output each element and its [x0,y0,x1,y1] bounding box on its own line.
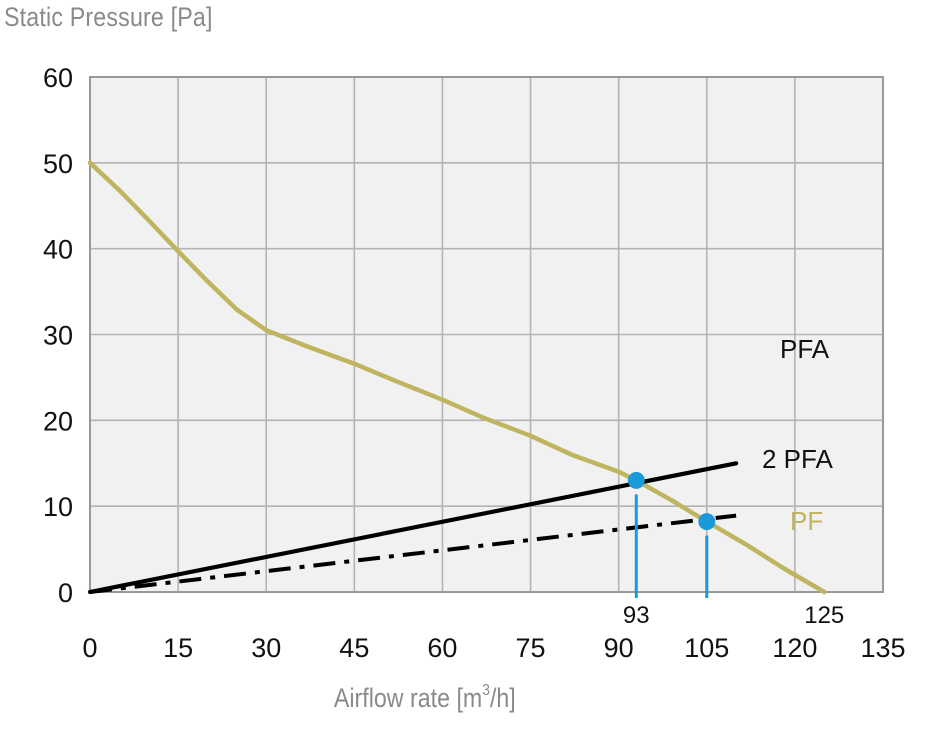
operating-points [627,471,716,531]
x-tick-label-30: 30 [251,633,281,663]
series-group [87,160,827,595]
y-tick-label-20: 20 [43,406,73,436]
series-label-2pfa: 2 PFA [762,444,833,474]
series-line-pf [87,160,827,595]
operating-point-droplines [634,494,709,598]
x-tick-label-120: 120 [772,633,817,663]
y-tick-label-0: 0 [58,578,73,608]
operating-point-93 [627,471,645,489]
y-axis-title: Static Pressure [Pa] [4,2,213,32]
y-tick-label-60: 60 [43,63,73,93]
annotations: 93 125 PFA 2 PFA PF [623,334,844,629]
x-axis-title-unit: /h] [489,683,516,713]
y-tick-label-40: 40 [43,235,73,265]
x-tick-label-105: 105 [684,633,729,663]
annotation-125: 125 [804,602,844,629]
operating-point-105 [698,513,716,531]
series-label-pfa: PFA [780,334,830,364]
series-line-pfa [89,513,737,594]
series-line-2-pfa [87,461,739,595]
annotation-93: 93 [623,602,650,629]
y-tick-label-50: 50 [43,149,73,179]
x-tick-label-0: 0 [82,633,97,663]
series-label-pf: PF [790,506,823,536]
x-tick-labels: 0 15 30 45 60 75 90 105 120 135 [82,633,905,663]
y-tick-label-10: 10 [43,492,73,522]
x-axis-title: Airflow rate [m3/h] [0,682,850,714]
x-tick-label-15: 15 [163,633,193,663]
x-axis-title-main: Airflow rate [m [333,683,483,713]
x-axis-title-superscript: 3 [482,682,490,699]
y-tick-labels: 0 10 20 30 40 50 60 [43,63,73,608]
x-tick-label-45: 45 [339,633,369,663]
y-tick-label-30: 30 [43,321,73,351]
x-tick-label-90: 90 [604,633,634,663]
x-tick-label-135: 135 [860,633,905,663]
x-tick-label-75: 75 [516,633,546,663]
x-tick-label-60: 60 [427,633,457,663]
plot-frame [89,76,884,593]
